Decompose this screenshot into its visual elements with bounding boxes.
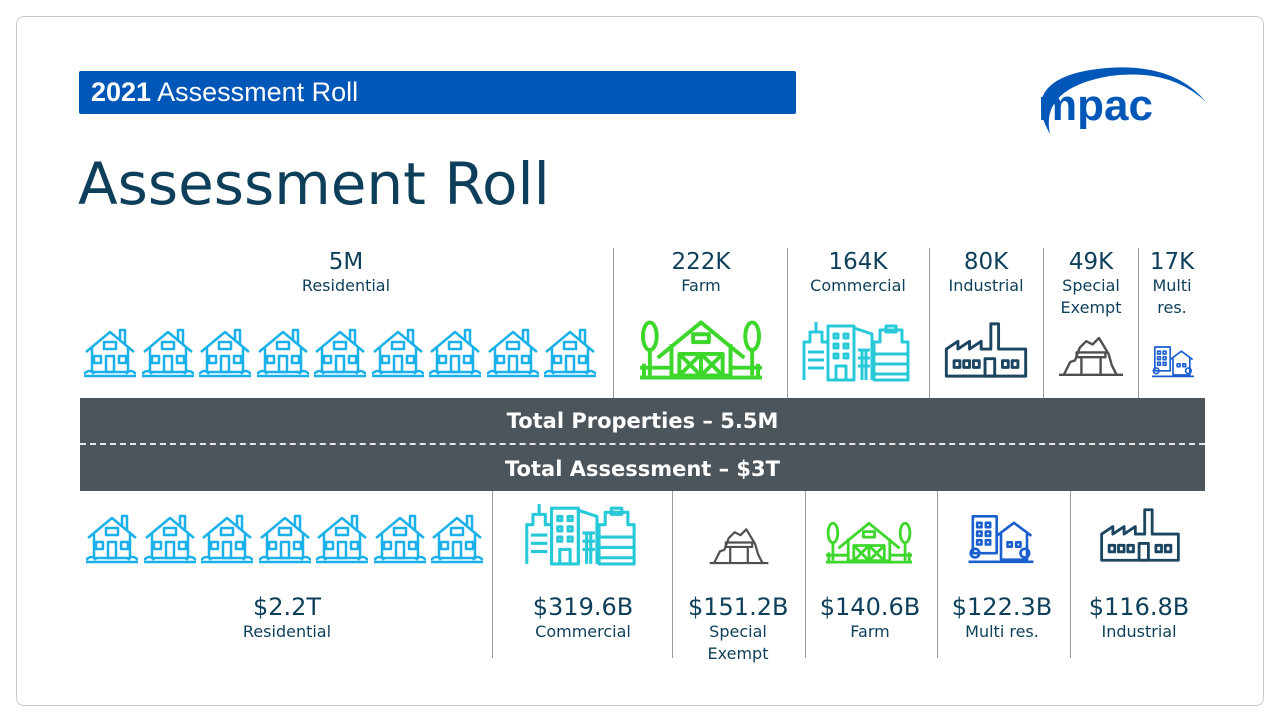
assessment-value-1: $319.6B Commercial [513,593,653,643]
infographic-card [16,16,1264,706]
label: Special Exempt [707,622,769,663]
property-count-2: 164K Commercial [798,249,918,297]
svg-text:mpac: mpac [1038,81,1153,130]
barn-icon [826,520,912,564]
value: $116.8B [1088,593,1190,621]
banner-year: 2021 [91,77,152,107]
house-icon [316,512,368,564]
divider [929,248,930,398]
property-count-3: 80K Industrial [936,249,1036,297]
house-icon [142,326,194,378]
house-icon [86,512,138,564]
dashed-divider [80,443,1205,445]
value: 5M [328,249,364,275]
assessment-value-0: $2.2T Residential [187,593,387,643]
total-assessment-bar: Total Assessment – $3T [80,444,1205,491]
divider [492,491,493,658]
divider [805,491,806,658]
house-icon [429,326,481,378]
label: Residential [242,622,332,641]
property-count-5: 17K Multi res. [1142,249,1202,319]
divider [1138,248,1139,398]
divider [1043,248,1044,398]
mpac-logo: mpac [1038,67,1206,134]
mine-icon [1051,330,1131,378]
value: $140.6B [819,593,921,621]
value: $122.3B [951,593,1053,621]
value: 80K [963,249,1009,275]
assessment-value-5: $116.8B Industrial [1084,593,1194,643]
house-icon [257,326,309,378]
house-icon [487,326,539,378]
assessment-value-2: $151.2B Special Exempt [688,593,788,665]
value: 222K [671,249,731,275]
value: $2.2T [252,593,322,621]
label: Commercial [535,622,631,641]
banner-text: Assessment Roll [157,77,359,107]
divider [1070,491,1071,658]
assessment-value-4: $122.3B Multi res. [947,593,1057,643]
property-count-4: 49K Special Exempt [1051,249,1131,319]
value: $151.2B [688,593,789,621]
buildings-icon [505,502,660,566]
house-icon [372,326,424,378]
apartment-icon [968,512,1034,564]
value: 49K [1068,249,1114,275]
total-properties-bar: Total Properties – 5.5M [80,398,1205,444]
house-icon [314,326,366,378]
house-icon [144,512,196,564]
label: Special Exempt [1060,276,1122,317]
divider [937,491,938,658]
label: Multi res. [965,622,1039,641]
divider [672,491,673,658]
house-icon [84,326,136,378]
header-banner: 2021 Assessment Roll [79,71,796,114]
value: 17K [1149,249,1195,275]
barn-icon [640,318,762,380]
divider [613,248,614,398]
house-icon [259,512,311,564]
factory-icon [1098,506,1182,564]
factory-icon [944,320,1028,380]
label: Industrial [1101,622,1177,641]
apartment-icon [1152,344,1194,378]
buildings-icon [800,320,916,382]
label: Farm [850,622,890,641]
property-count-0: 5M Residential [246,249,446,297]
property-count-1: 222K Farm [641,249,761,297]
label: Commercial [810,276,906,295]
value: $319.6B [532,593,634,621]
label: Farm [681,276,721,295]
house-icon [544,326,596,378]
house-icon [431,512,483,564]
value: 164K [828,249,888,275]
house-icon [199,326,251,378]
page-title: Assessment Roll [78,150,550,218]
assessment-value-3: $140.6B Farm [815,593,925,643]
divider [787,248,788,398]
label: Residential [301,276,391,295]
house-icon [374,512,426,564]
label: Multi res. [1152,276,1192,317]
house-icon [201,512,253,564]
label: Industrial [948,276,1024,295]
mine-icon [700,522,778,566]
